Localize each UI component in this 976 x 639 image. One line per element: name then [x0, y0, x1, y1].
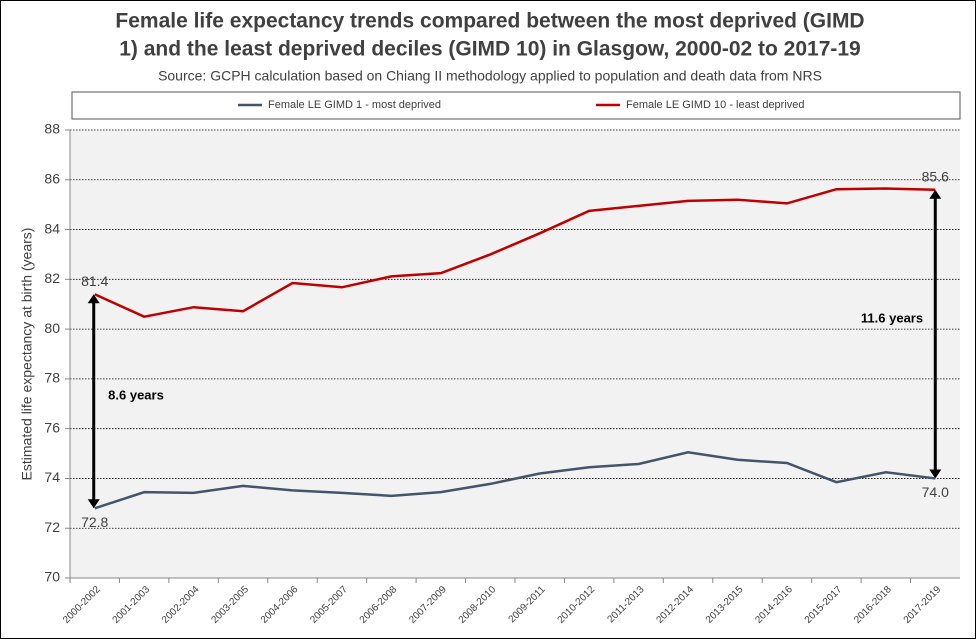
y-tick-label: 88	[44, 121, 60, 137]
y-tick-label: 80	[44, 320, 60, 336]
legend-label: Female LE GIMD 10 - least deprived	[626, 99, 805, 111]
chart-subtitle: Source: GCPH calculation based on Chiang…	[158, 68, 822, 84]
y-tick-label: 82	[44, 270, 60, 286]
annotation: 11.6 years	[861, 311, 923, 326]
y-tick-label: 78	[44, 370, 60, 386]
y-tick-label: 70	[44, 569, 60, 585]
y-axis-label: Estimated life expectancy at birth (year…	[19, 228, 35, 481]
data-label: 81.4	[81, 273, 108, 289]
data-label: 74.0	[922, 484, 949, 500]
y-tick-label: 72	[44, 519, 60, 535]
chart-title: Female life expectancy trends compared b…	[115, 10, 864, 33]
legend-label: Female LE GIMD 1 - most deprived	[268, 99, 441, 111]
y-tick-label: 84	[44, 220, 60, 236]
plot-area	[70, 130, 960, 578]
arrow-head	[929, 469, 942, 479]
data-label: 72.8	[81, 514, 108, 530]
data-label: 85.6	[922, 168, 949, 184]
series-line	[94, 451, 936, 510]
y-tick-label: 76	[44, 419, 60, 435]
series-line	[94, 187, 936, 318]
chart-title: 1) and the least deprived deciles (GIMD …	[119, 38, 861, 61]
arrow-head	[929, 189, 942, 199]
y-tick-label: 86	[44, 170, 60, 186]
annotation: 8.6 years	[108, 388, 164, 403]
y-tick-label: 74	[44, 469, 60, 485]
legend	[71, 91, 961, 120]
arrow-head	[87, 499, 100, 509]
arrow-head	[87, 294, 100, 304]
